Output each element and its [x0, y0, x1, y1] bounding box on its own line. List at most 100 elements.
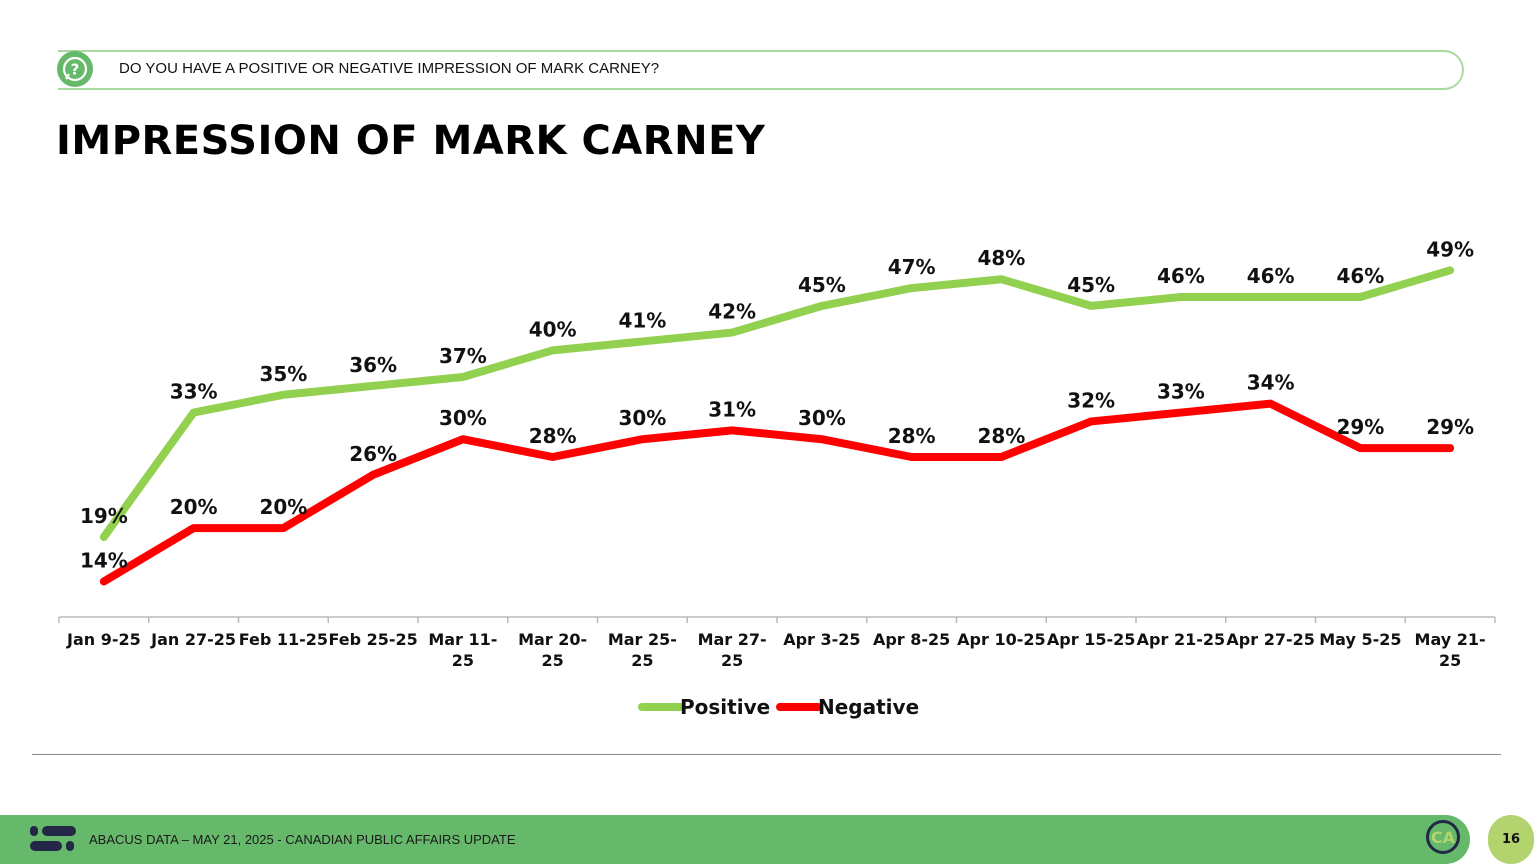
data-label: 45%	[798, 273, 846, 297]
x-tick-label: 25	[721, 651, 743, 670]
data-label: 35%	[259, 362, 307, 386]
data-label: 28%	[529, 424, 577, 448]
data-label: 42%	[708, 300, 756, 324]
data-label: 31%	[708, 397, 756, 421]
ca-badge: CA	[1426, 820, 1460, 854]
data-point	[641, 438, 644, 441]
data-label: 14%	[80, 548, 128, 572]
x-tick-label: Mar 11-	[428, 630, 497, 649]
legend-label: Positive	[680, 695, 770, 719]
x-tick-label: May 21-	[1415, 630, 1486, 649]
data-point	[1359, 296, 1362, 298]
x-tick-label: Apr 3-25	[783, 630, 860, 649]
x-tick-label: Feb 11-25	[239, 630, 328, 649]
data-label: 30%	[798, 406, 846, 430]
footer-bar	[0, 815, 1470, 864]
series-line-positive	[99, 266, 1455, 541]
data-point	[910, 456, 913, 458]
x-tick-label: Apr 10-25	[957, 630, 1045, 649]
data-point	[820, 304, 823, 307]
x-tick-label: Feb 25-25	[328, 630, 417, 649]
data-label: 28%	[888, 424, 936, 448]
data-label: 34%	[1247, 371, 1295, 395]
data-point	[1090, 304, 1093, 307]
data-point	[1449, 447, 1452, 450]
x-tick-label: Jan 27-25	[150, 630, 236, 649]
data-point	[551, 456, 554, 458]
x-tick-label: 25	[1439, 651, 1461, 670]
data-label: 46%	[1157, 264, 1205, 288]
x-tick-label: 25	[631, 651, 653, 670]
data-label: 29%	[1426, 415, 1474, 439]
data-point	[461, 376, 464, 378]
data-label: 29%	[1336, 415, 1384, 439]
data-point	[820, 438, 823, 441]
data-point	[641, 340, 644, 343]
data-label: 37%	[439, 344, 487, 368]
data-label: 46%	[1336, 264, 1384, 288]
data-point	[372, 384, 375, 387]
x-tick-label: Jan 9-25	[66, 630, 141, 649]
data-label: 40%	[529, 317, 577, 341]
x-tick-label: Mar 27-	[698, 630, 767, 649]
data-label: 41%	[618, 308, 666, 332]
data-point	[192, 411, 195, 414]
data-label: 46%	[1247, 264, 1295, 288]
data-label: 33%	[1157, 380, 1205, 404]
x-tick-label: 25	[541, 651, 563, 670]
x-tick-label: Mar 20-	[518, 630, 587, 649]
data-point	[192, 527, 195, 530]
legend-label: Negative	[818, 695, 919, 719]
data-label: 20%	[259, 495, 307, 519]
data-label: 48%	[977, 246, 1025, 270]
data-point	[1179, 296, 1182, 298]
data-point	[102, 580, 105, 583]
svg-text:?: ?	[71, 61, 80, 79]
x-tick-label: Apr 8-25	[873, 630, 950, 649]
x-tick-label: Apr 21-25	[1137, 630, 1225, 649]
data-label: 28%	[977, 424, 1025, 448]
data-point	[461, 438, 464, 441]
data-label: 30%	[439, 406, 487, 430]
data-point	[731, 331, 734, 334]
data-point	[372, 473, 375, 476]
data-label: 49%	[1426, 237, 1474, 261]
x-tick-label: May 5-25	[1319, 630, 1401, 649]
divider	[32, 754, 1501, 755]
page-title: IMPRESSION OF MARK CARNEY	[56, 118, 766, 164]
data-point	[1449, 269, 1452, 272]
x-tick-label: Apr 15-25	[1047, 630, 1135, 649]
page-number: 16	[1488, 815, 1534, 864]
data-point	[102, 536, 105, 538]
data-point	[731, 429, 734, 432]
data-label: 36%	[349, 353, 397, 377]
data-label: 26%	[349, 442, 397, 466]
data-label: 32%	[1067, 388, 1115, 412]
data-label: 47%	[888, 255, 936, 279]
data-point	[1090, 420, 1093, 423]
survey-question: DO YOU HAVE A POSITIVE OR NEGATIVE IMPRE…	[119, 60, 660, 77]
data-point	[551, 349, 554, 352]
data-point	[1269, 296, 1272, 298]
footer-text: ABACUS DATA – MAY 21, 2025 - CANADIAN PU…	[89, 832, 516, 847]
question-banner	[58, 50, 1464, 90]
series-line-negative	[99, 399, 1455, 586]
data-label: 30%	[618, 406, 666, 430]
data-point	[1179, 411, 1182, 414]
data-label: 19%	[80, 504, 128, 528]
x-tick-label: Mar 25-	[608, 630, 677, 649]
data-point	[282, 527, 285, 530]
data-label: 20%	[170, 495, 218, 519]
data-point	[1000, 456, 1003, 458]
data-point	[1269, 402, 1272, 405]
line-chart: Jan 9-25 Jan 27-25 Feb 11-25 Feb 25-25 Mar 1…	[58, 237, 1496, 719]
x-tick-label: 25	[452, 651, 474, 670]
data-point	[282, 393, 285, 396]
data-point	[1000, 278, 1003, 281]
data-point	[910, 287, 913, 290]
data-label: 33%	[170, 380, 218, 404]
x-tick-label: Apr 27-25	[1226, 630, 1314, 649]
data-label: 45%	[1067, 273, 1115, 297]
data-point	[1359, 447, 1362, 450]
abacus-logo-icon	[30, 826, 76, 852]
